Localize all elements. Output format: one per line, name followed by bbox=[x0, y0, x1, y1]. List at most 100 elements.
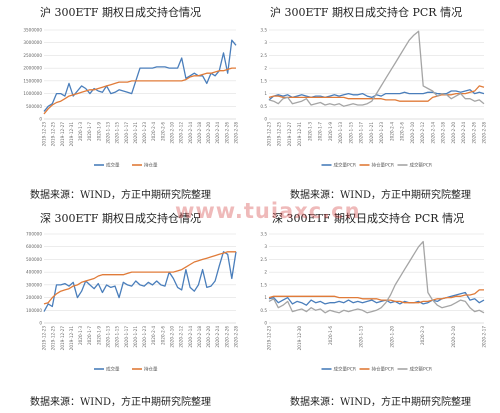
x-tick-label: 2020-2-14 bbox=[430, 122, 435, 144]
y-tick-label: 2.5 bbox=[260, 53, 267, 58]
x-tick-label: 2020-2-28 bbox=[234, 326, 239, 348]
y-tick-label: 0 bbox=[39, 321, 42, 326]
x-tick-label: 2019-12-31 bbox=[69, 326, 74, 351]
x-tick-label: 2019-12-27 bbox=[287, 122, 292, 147]
x-tick-label: 2020-1-17 bbox=[124, 326, 129, 348]
y-tick-label: 3 bbox=[264, 244, 267, 249]
x-tick-label: 2019-12-27 bbox=[60, 122, 65, 147]
y-tick-label: 2 bbox=[264, 270, 267, 275]
x-tick-label: 2020-2-10 bbox=[170, 122, 175, 144]
x-tick-label: 2020-2-18 bbox=[441, 122, 446, 144]
chart-bottom-right: 0 0.5 1 1.5 2 2.5 3 3.5 2019-12-23 2019-12-30 2020… bbox=[260, 232, 487, 373]
series-line-blue bbox=[43, 39, 237, 112]
legend-label: 成交额PCR bbox=[410, 162, 432, 169]
x-tick-label: 2020-2-26 bbox=[224, 326, 229, 348]
y-tick-label: 1 bbox=[264, 295, 267, 300]
x-tick-label: 2019-12-23 bbox=[267, 122, 272, 147]
x-tick-label: 2020-2-3 bbox=[420, 326, 425, 345]
x-tick-label: 2020-2-4 bbox=[389, 122, 394, 141]
y-tick-label: 0.5 bbox=[260, 308, 267, 313]
x-tick-label: 2020-1-13 bbox=[106, 122, 111, 144]
x-tick-label: 2020-2-4 bbox=[151, 326, 156, 345]
x-tick-label: 2020-1-23 bbox=[142, 122, 147, 144]
legend-label: 成交量PCR bbox=[334, 162, 356, 169]
x-tick-label: 2020-2-12 bbox=[420, 122, 425, 144]
legend-label: 成交量 bbox=[106, 162, 120, 169]
y-tick-label: 3500000 bbox=[23, 28, 42, 33]
y-tick-label: 3 bbox=[264, 40, 267, 45]
x-tick-label: 2020-2-26 bbox=[471, 122, 476, 144]
legend-label: 持仓量 bbox=[144, 366, 158, 373]
y-tick-label: 0 bbox=[39, 117, 42, 122]
legend-label: 成交量PCR bbox=[334, 366, 356, 373]
x-tick-label: 2020-2-10 bbox=[170, 326, 175, 348]
x-tick-label: 2020-2-10 bbox=[410, 122, 415, 144]
legend-label: 持仓量 bbox=[144, 162, 158, 169]
title-top-left: 沪 300ETF 期权日成交持仓情况 bbox=[40, 6, 201, 19]
x-tick-label: 2020-2-6 bbox=[400, 122, 405, 141]
x-tick-label: 2020-1-7 bbox=[318, 122, 323, 141]
x-tick-label: 2020-2-28 bbox=[482, 122, 487, 144]
x-tick-label: 2020-1-6 bbox=[328, 326, 333, 345]
x-tick-label: 2020-2-4 bbox=[151, 122, 156, 141]
x-tick-label: 2020-1-9 bbox=[96, 122, 101, 141]
source-note-bottom-left: 数据来源：WIND，方正中期研究院整理 bbox=[30, 397, 211, 408]
y-tick-label: 1000000 bbox=[23, 91, 42, 96]
x-tick-label: 2019-12-25 bbox=[51, 122, 56, 147]
source-note-top-right: 数据来源：WIND，方正中期研究院整理 bbox=[290, 190, 471, 201]
x-tick-label: 2019-12-23 bbox=[42, 326, 47, 351]
x-tick-label: 2020-1-20 bbox=[389, 326, 394, 348]
series-line-orange bbox=[43, 67, 236, 115]
x-tick-label: 2020-1-7 bbox=[87, 326, 92, 345]
series-line-orange bbox=[43, 251, 236, 305]
y-tick-label: 2 bbox=[264, 66, 267, 71]
y-tick-label: 300000 bbox=[26, 282, 42, 287]
x-tick-label: 2020-2-20 bbox=[451, 122, 456, 144]
x-tick-label: 2020-2-6 bbox=[160, 122, 165, 141]
y-tick-label: 2500000 bbox=[23, 53, 42, 58]
x-tick-label: 2020-1-15 bbox=[115, 122, 120, 144]
x-tick-label: 2020-2-12 bbox=[179, 122, 184, 144]
y-tick-label: 100000 bbox=[26, 308, 42, 313]
series-line-blue bbox=[43, 251, 237, 312]
x-tick-label: 2019-12-31 bbox=[69, 122, 74, 147]
x-tick-label: 2020-1-17 bbox=[124, 122, 129, 144]
x-tick-label: 2020-1-13 bbox=[359, 326, 364, 348]
series-line-gray bbox=[268, 30, 485, 107]
y-tick-label: 0 bbox=[264, 117, 267, 122]
legend-label: 持仓量PCR bbox=[372, 162, 394, 169]
x-tick-label: 2020-2-28 bbox=[234, 122, 239, 144]
y-tick-label: 1500000 bbox=[23, 78, 42, 83]
x-tick-label: 2020-2-24 bbox=[215, 122, 220, 144]
x-tick-label: 2020-1-9 bbox=[96, 326, 101, 345]
x-tick-label: 2020-2-20 bbox=[206, 122, 211, 144]
chart-top-left: 0 500000 1000000 1500000 2000000 2500000 30000… bbox=[23, 28, 239, 169]
x-tick-label: 2020-2-17 bbox=[482, 326, 487, 348]
y-tick-label: 600000 bbox=[26, 244, 42, 249]
x-tick-label: 2019-12-23 bbox=[267, 326, 272, 351]
x-tick-label: 2020-1-13 bbox=[106, 326, 111, 348]
y-tick-label: 2.5 bbox=[260, 257, 267, 262]
x-tick-label: 2020-1-7 bbox=[87, 122, 92, 141]
x-tick-label: 2020-2-24 bbox=[215, 326, 220, 348]
x-tick-label: 2020-1-21 bbox=[369, 122, 374, 144]
watermark-text: www.tuiaxc.cn bbox=[175, 199, 361, 223]
x-tick-label: 2020-2-24 bbox=[461, 122, 466, 144]
y-tick-label: 2000000 bbox=[23, 66, 42, 71]
x-tick-label: 2020-1-21 bbox=[133, 122, 138, 144]
x-tick-label: 2020-1-9 bbox=[328, 122, 333, 141]
x-tick-label: 2020-1-3 bbox=[78, 326, 83, 345]
legend-label: 持仓量PCR bbox=[372, 366, 394, 373]
x-tick-label: 2020-2-10 bbox=[451, 326, 456, 348]
x-tick-label: 2019-12-25 bbox=[51, 326, 56, 351]
chart-bottom-left: 0 100000 200000 300000 400000 500000 600000 700… bbox=[26, 232, 239, 373]
legend-label: 成交量 bbox=[106, 366, 120, 373]
series-line-orange bbox=[268, 85, 485, 102]
x-tick-label: 2020-2-20 bbox=[206, 326, 211, 348]
x-tick-label: 2020-1-23 bbox=[379, 122, 384, 144]
series-line-gray bbox=[268, 240, 485, 314]
y-tick-label: 0 bbox=[264, 321, 267, 326]
y-tick-label: 1 bbox=[264, 91, 267, 96]
x-tick-label: 2019-12-23 bbox=[42, 122, 47, 147]
source-note-bottom-right: 数据来源：WIND，方正中期研究院整理 bbox=[290, 397, 471, 408]
